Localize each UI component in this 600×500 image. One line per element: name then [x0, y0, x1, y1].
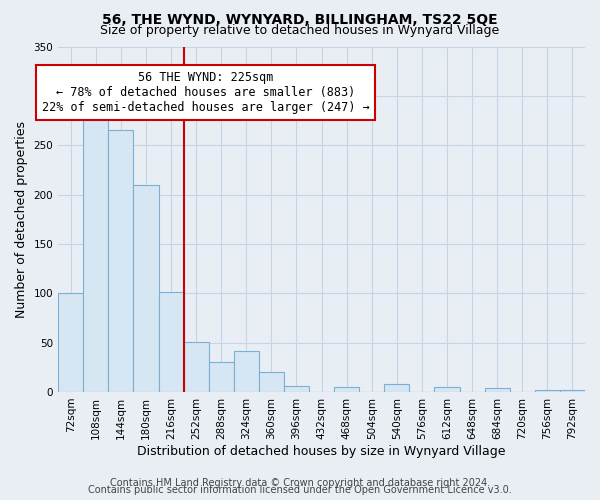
Bar — [334, 387, 359, 392]
Text: Size of property relative to detached houses in Wynyard Village: Size of property relative to detached ho… — [100, 24, 500, 37]
Text: 56, THE WYND, WYNYARD, BILLINGHAM, TS22 5QE: 56, THE WYND, WYNYARD, BILLINGHAM, TS22 … — [102, 12, 498, 26]
Bar — [485, 388, 510, 392]
Bar — [158, 292, 184, 392]
Text: Contains HM Land Registry data © Crown copyright and database right 2024.: Contains HM Land Registry data © Crown c… — [110, 478, 490, 488]
Bar — [58, 294, 83, 392]
Bar — [184, 342, 209, 392]
X-axis label: Distribution of detached houses by size in Wynyard Village: Distribution of detached houses by size … — [137, 444, 506, 458]
Bar — [284, 386, 309, 392]
Bar — [434, 387, 460, 392]
Text: Contains public sector information licensed under the Open Government Licence v3: Contains public sector information licen… — [88, 485, 512, 495]
Bar — [109, 130, 133, 392]
Bar — [259, 372, 284, 392]
Text: 56 THE WYND: 225sqm
← 78% of detached houses are smaller (883)
22% of semi-detac: 56 THE WYND: 225sqm ← 78% of detached ho… — [42, 70, 370, 114]
Bar — [83, 108, 109, 392]
Bar — [535, 390, 560, 392]
Bar — [133, 184, 158, 392]
Y-axis label: Number of detached properties: Number of detached properties — [15, 120, 28, 318]
Bar — [560, 390, 585, 392]
Bar — [385, 384, 409, 392]
Bar — [234, 352, 259, 392]
Bar — [209, 362, 234, 392]
